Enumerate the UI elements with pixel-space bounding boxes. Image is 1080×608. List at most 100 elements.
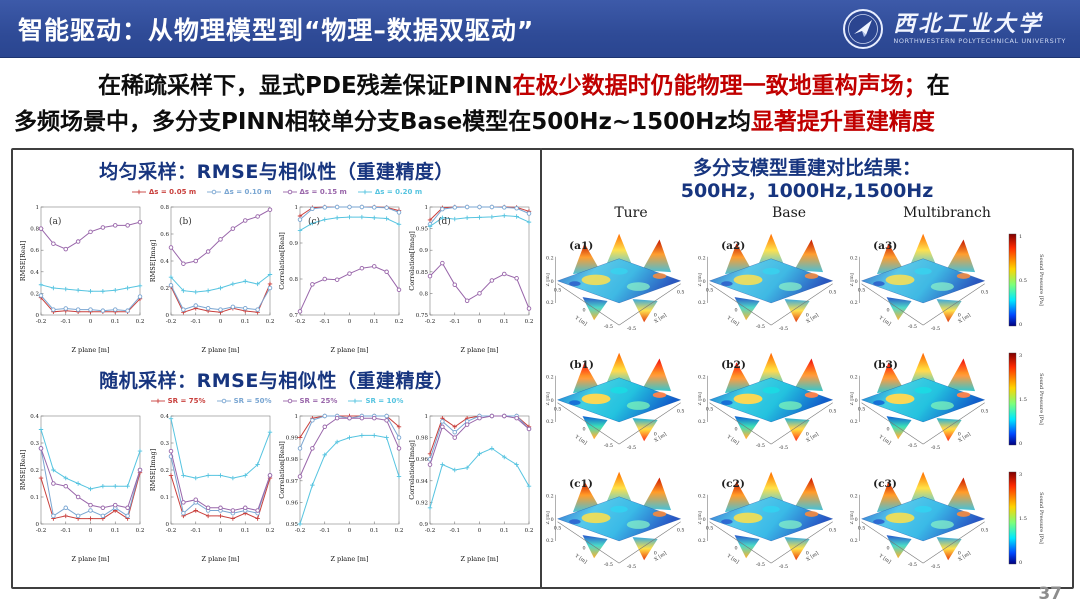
svg-text:0.98: 0.98: [416, 436, 429, 442]
svg-text:-0.5: -0.5: [756, 562, 765, 568]
page-number: 37: [1038, 584, 1062, 604]
svg-text:0: 0: [583, 426, 586, 432]
svg-text:1.5: 1.5: [1019, 516, 1027, 522]
svg-text:Z plane [m]: Z plane [m]: [71, 555, 109, 563]
svg-text:Z [m]: Z [m]: [850, 392, 855, 405]
svg-text:0.2: 0.2: [30, 468, 39, 474]
npu-logo: 西北工业大学 NORTHWESTERN POLYTECHNICAL UNIVER…: [842, 8, 1080, 50]
svg-text:Y [m]: Y [m]: [725, 552, 740, 565]
svg-text:0: 0: [855, 516, 858, 522]
svg-text:Z plane [m]: Z plane [m]: [331, 555, 369, 563]
svg-text:0.5: 0.5: [858, 287, 866, 293]
sound-field-3d-plot: 0.2 0 -0.2 Z [m] 0.5 0 -0.5 Y [m] -0.5 0…: [546, 233, 684, 332]
line-chart-svg: 0.95 0.96 0.97 0.98 0.99 1 -0.2 -0.1 0 0.1 0.2 Z pl…: [278, 413, 404, 563]
sound-field-3d-plot: 0.2 0 -0.2 Z [m] 0.5 0 -0.5 Y [m] -0.5 0…: [850, 352, 988, 451]
svg-text:Sound Pressure [Pa]: Sound Pressure [Pa]: [1038, 373, 1044, 425]
comparison-title: 多分支模型重建对比结果： 500Hz，1000Hz,1500Hz: [542, 157, 1072, 203]
svg-text:0: 0: [855, 397, 858, 403]
svg-text:0.75: 0.75: [416, 313, 429, 319]
random-sampling-title: 随机采样：RMSE与相似性（重建精度）: [99, 370, 454, 392]
svg-text:Z plane [m]: Z plane [m]: [331, 346, 369, 354]
svg-text:0: 0: [855, 278, 858, 284]
legend-marker-icon: [282, 398, 297, 404]
svg-text:-0.5: -0.5: [604, 562, 613, 568]
svg-text:Sound Pressure [Pa]: Sound Pressure [Pa]: [1038, 492, 1044, 544]
svg-text:RMSE[Imag]: RMSE[Imag]: [149, 240, 157, 283]
svg-text:0.1: 0.1: [30, 495, 39, 501]
legend-item: SR = 10%: [347, 397, 403, 405]
svg-text:(a): (a): [49, 216, 61, 227]
svg-text:0.8: 0.8: [290, 277, 299, 283]
svg-text:-0.1: -0.1: [190, 319, 201, 325]
svg-text:0.2: 0.2: [160, 468, 169, 474]
svg-text:0.1: 0.1: [370, 319, 379, 325]
svg-text:0: 0: [583, 545, 586, 551]
svg-text:0.2: 0.2: [850, 493, 858, 499]
svg-text:-0.5: -0.5: [908, 562, 917, 568]
svg-text:0.8: 0.8: [30, 227, 39, 233]
svg-text:Z [m]: Z [m]: [850, 273, 855, 286]
svg-text:0: 0: [958, 312, 961, 318]
svg-text:0: 0: [806, 431, 809, 437]
sound-field-grid: 0.2 0 -0.2 Z [m] 0.5 0 -0.5 Y [m] -0.5 0…: [542, 221, 1072, 578]
svg-text:1: 1: [36, 205, 40, 211]
line-chart-svg: 0 0.2 0.4 0.6 0.8 -0.2 -0.1 0 0.1 0.2 Z plane [m] R…: [149, 205, 274, 354]
line-chart-svg: 0 0.2 0.4 0.6 0.8 1 -0.2 -0.1 0 0.1 0.2 Z plane [m]…: [19, 205, 145, 354]
sound-field-3d-plot: 0.2 0 -0.2 Z [m] 0.5 0 -0.5 Y [m] -0.5 0…: [546, 352, 684, 451]
svg-text:0.1: 0.1: [111, 528, 120, 534]
svg-text:(b1): (b1): [569, 359, 594, 371]
svg-text:Correlation[Real]: Correlation[Real]: [278, 232, 286, 289]
column-header-multibranch: Multibranch: [903, 205, 991, 221]
svg-text:(a3): (a3): [873, 240, 897, 252]
svg-text:-0.2: -0.2: [425, 319, 436, 325]
svg-text:(a1): (a1): [569, 240, 593, 252]
legend-marker-icon: [282, 189, 297, 195]
logo-text: 西北工业大学 NORTHWESTERN POLYTECHNICAL UNIVER…: [893, 13, 1066, 45]
svg-text:0.9: 0.9: [419, 522, 428, 528]
svg-text:(b3): (b3): [873, 359, 898, 371]
svg-text:Z [m]: Z [m]: [850, 511, 855, 524]
legend-item: Δs = 0.10 m: [206, 188, 272, 196]
legend-marker-icon: [207, 189, 222, 195]
legend-marker-icon: [150, 398, 165, 404]
svg-text:-0.5: -0.5: [931, 564, 940, 570]
svg-text:3: 3: [1019, 353, 1022, 359]
svg-text:-0.5: -0.5: [756, 443, 765, 449]
svg-text:0.5: 0.5: [706, 406, 714, 412]
svg-text:(c2): (c2): [721, 478, 745, 490]
svg-text:Z [m]: Z [m]: [546, 511, 551, 524]
svg-text:0.8: 0.8: [419, 291, 428, 297]
svg-text:0.3: 0.3: [160, 441, 169, 447]
slide-title: 智能驱动：从物理模型到“物理–数据双驱动”: [18, 15, 535, 45]
svg-text:1: 1: [424, 205, 428, 211]
chart-corr-real-uniform: 0.7 0.8 0.9 1 -0.2 -0.1 0 0.1 0.2 Z plane [m] Corr…: [277, 199, 405, 359]
svg-text:0: 0: [1019, 322, 1022, 328]
chart-corr-imag-uniform: 0.75 0.8 0.85 0.9 0.95 1 -0.2 -0.1 0 0.1 0.2 Z plan…: [407, 199, 535, 359]
svg-text:0.2: 0.2: [136, 319, 145, 325]
svg-text:0.1: 0.1: [500, 319, 509, 325]
svg-text:-0.2: -0.2: [546, 538, 554, 544]
svg-text:-0.5: -0.5: [627, 445, 636, 451]
svg-text:-0.1: -0.1: [60, 528, 71, 534]
key-message-line1: 在稀疏采样下，显式PDE残差保证PINN在极少数据时仍能物理一致地重构声场；在: [0, 68, 1080, 104]
svg-text:0: 0: [887, 307, 890, 313]
svg-text:-0.1: -0.1: [320, 319, 331, 325]
svg-text:Z plane [m]: Z plane [m]: [460, 555, 498, 563]
sound-field-row: 0.2 0 -0.2 Z [m] 0.5 0 -0.5 Y [m] -0.5 0…: [546, 340, 1072, 459]
svg-text:0.1: 0.1: [160, 495, 169, 501]
svg-text:0: 0: [36, 313, 40, 319]
legend-item: Δs = 0.20 m: [357, 188, 422, 196]
svg-text:-0.1: -0.1: [320, 528, 331, 534]
svg-text:-0.2: -0.2: [36, 528, 47, 534]
svg-text:0.5: 0.5: [554, 525, 562, 531]
chart-corr-real-random: 0.95 0.96 0.97 0.98 0.99 1 -0.2 -0.1 0 0.1 0.2 Z pl…: [277, 408, 405, 568]
right-panel-multibranch-comparison: 多分支模型重建对比结果： 500Hz，1000Hz,1500Hz Ture Ba…: [540, 148, 1074, 589]
svg-text:Y [m]: Y [m]: [573, 433, 588, 446]
svg-text:-0.5: -0.5: [779, 326, 788, 332]
svg-text:0.85: 0.85: [416, 270, 429, 276]
svg-text:-0.5: -0.5: [604, 443, 613, 449]
line-chart-svg: 0.75 0.8 0.85 0.9 0.95 1 -0.2 -0.1 0 0.1 0.2 Z plan…: [408, 204, 533, 354]
sound-pressure-colorbar: 1 0.5 0 Sound Pressure [Pa]: [1008, 233, 1044, 328]
svg-text:0: 0: [654, 550, 657, 556]
svg-text:Z [m]: Z [m]: [546, 273, 551, 286]
